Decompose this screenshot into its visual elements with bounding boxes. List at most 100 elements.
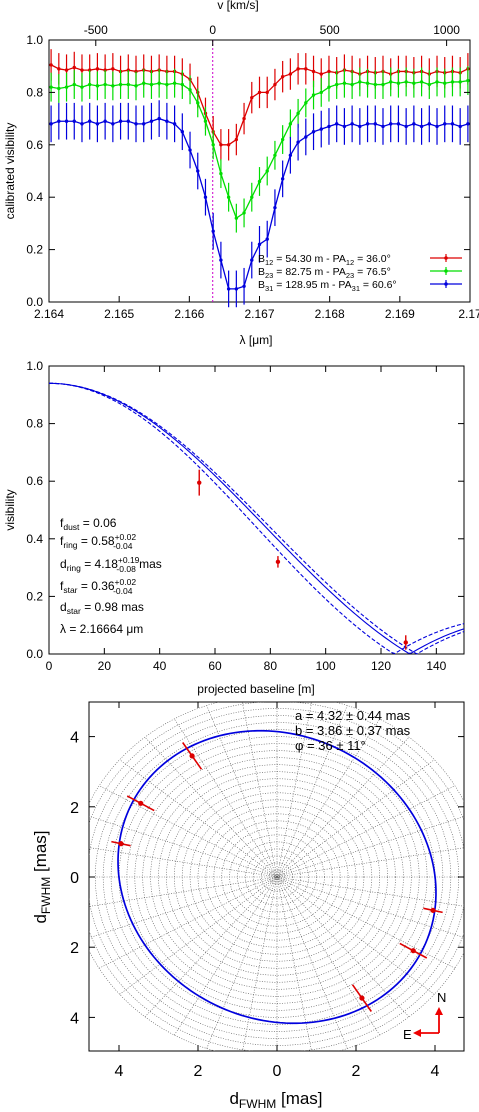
p1-data-point [111,122,115,126]
p1-data-point [219,143,223,147]
p2-model-curve-upper [48,382,465,655]
p3-grid-circle [142,757,412,997]
p1-data-point [250,95,254,100]
p3-grid-spoke [144,736,410,1018]
ann-sup: +0.02 [115,577,137,587]
p1-data-point [103,82,107,87]
legend-b-sub: 23 [265,271,273,280]
p1-data-point [196,101,200,105]
p2-x-axis-label: projected baseline [m] [197,682,314,696]
p3-ytick-label: 2 [70,940,79,957]
p3-x-axis-label: dFWHM [mas] [229,1089,322,1111]
p3-grid-spoke [98,785,456,969]
p1-data-point [180,130,185,134]
ann-main: f [60,516,64,530]
p2-xtick-label: 20 [98,659,112,673]
p2-model-curve-lower [48,382,465,655]
p2-data-point [275,559,281,565]
p1-data-point [450,80,455,84]
p1-data-point [435,80,439,84]
p2-xtick-label: 40 [153,659,167,673]
p1-data-point [412,81,416,85]
p3-xtick-label: 2 [352,1063,361,1080]
legend-b: B [258,279,265,291]
p3-grid-spoke [98,785,456,969]
p1-data-point [250,258,254,262]
p1-legend-swatch-point [444,269,448,273]
p3-fit-line: φ = 36 ± 11° [295,738,366,753]
p3-data-point [430,907,436,913]
p1-ytick-label: 0.6 [26,138,43,152]
p3-xtick-label: 4 [431,1063,440,1080]
p2-ytick-label: 0.6 [26,474,43,488]
p1-data-point [118,82,123,87]
p2-xtick-label: 140 [426,659,446,673]
ann-sub: star [63,585,77,595]
p1-data-point [273,153,277,157]
p1-data-point [296,67,300,71]
p3-x-axis-text: dFWHM [mas] [229,1089,322,1111]
ann-tail: = 4.18 [81,557,118,571]
p1-ytick-label: 0.2 [26,243,43,257]
p1-data-point [211,143,215,147]
p1-data-point [288,153,293,157]
p1-xtick-label: 2.166 [174,307,204,321]
p1-x2tick-label: -500 [84,23,108,37]
p1-data-point [242,284,246,288]
ann-main: d [60,600,67,614]
p1-data-point [165,119,169,123]
p1-data-point [95,67,100,71]
p2-annotation-line: fstar = 0.36+0.02 -0.04 [60,577,136,596]
p1-ytick-label: 1.0 [26,33,43,47]
p1-legend-entry: B12 = 54.30 m - PA12 = 36.0° [258,253,391,267]
p3-ylabel-sub: FWHM [39,877,53,914]
p1-data-point [57,67,61,71]
p1-data-point [87,119,92,123]
p3-compass-east-label: E [403,1027,412,1042]
p1-xtick-label: 2.169 [385,307,415,321]
p2-xtick-label: 0 [46,659,53,673]
legend-b-val: = 128.95 m - PA [273,279,351,291]
p1-data-point [311,69,316,74]
p1-xtick-label: 2.164 [34,307,64,321]
p3-xtick-label: 4 [115,1063,124,1080]
p1-data-point [95,84,100,88]
p1-data-point [203,119,208,123]
p1-data-point [257,179,262,184]
ann-sub: ring [67,563,81,573]
p2-data-point [197,480,202,485]
p3-ylabel-unit: [mas] [31,830,50,876]
p3-xlabel-unit: [mas] [276,1089,322,1108]
p1-ytick-label: 0.4 [26,190,43,204]
p3-grid-spoke [144,736,410,1018]
p1-data-point [172,81,177,85]
p1-x-axis-label: λ [μm] [240,333,273,347]
ann-sup: +0.02 [115,532,137,542]
p3-xtick-label: 0 [273,1063,282,1080]
ann-tail: = 0.06 [79,516,116,530]
p1-data-point [288,122,293,126]
p1-y-axis-label: calibrated visibility [3,123,17,220]
p1-data-point [172,122,177,126]
p2-annotation-line: fring = 0.58+0.02 -0.04 [60,532,136,551]
p1-data-point [319,127,323,131]
p1-data-point [404,80,408,84]
p1-legend-swatch-point [444,282,448,286]
p3-data-point [138,800,144,806]
p1-data-point [165,82,169,87]
p1-data-point [327,85,331,89]
legend-pa-val: = 36.0° [354,253,391,265]
legend-b-sub: 12 [265,258,273,267]
p1-data-point [427,82,432,87]
p1-ytick-label: 0.0 [26,295,43,309]
p1-data-point [365,81,370,85]
p3-compass-north-head [435,1007,443,1015]
legend-b: B [258,266,265,278]
p3-xlabel-sub: FWHM [239,1097,276,1111]
p1-series-2 [49,66,470,233]
p1-data-point [142,122,146,126]
p1-data-point [157,116,161,121]
ann-sup-sub: -0.04 [113,586,133,596]
p1-data-point [234,216,239,220]
p3-fit-line: b = 3.86 ± 0.37 mas [295,723,411,738]
